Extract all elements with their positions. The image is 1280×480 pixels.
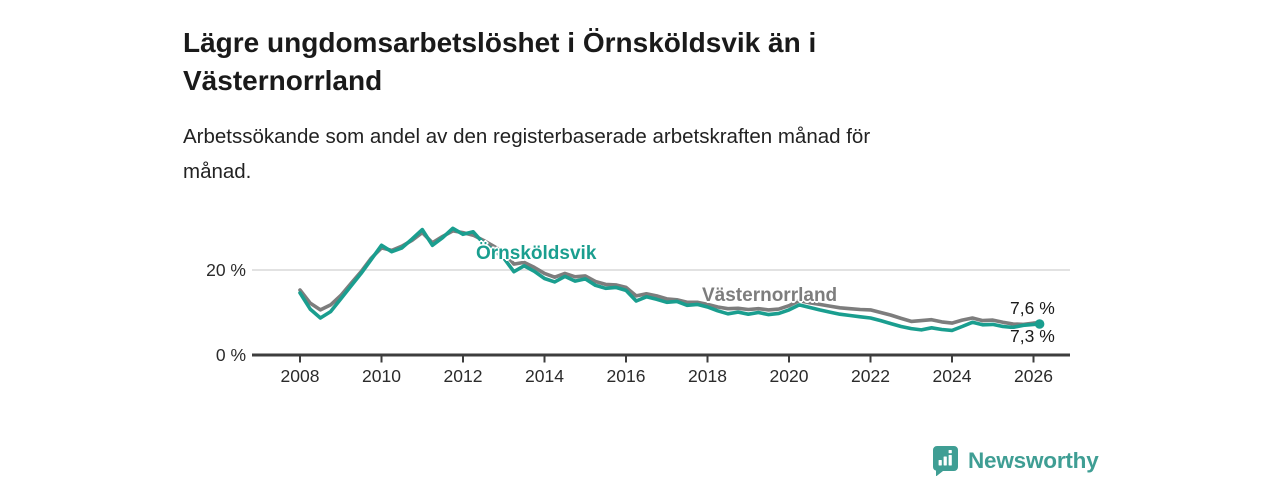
y-tick-label: 20 % — [206, 260, 246, 280]
x-tick-label: 2018 — [688, 366, 727, 386]
page-title: Lägre ungdomsarbetslöshet i Örnsköldsvik… — [183, 24, 983, 100]
x-tick-label: 2012 — [443, 366, 483, 386]
newsworthy-logo[interactable]: Newsworthy — [931, 445, 1099, 476]
x-tick-label: 2022 — [851, 366, 890, 386]
x-tick-label: 2014 — [525, 366, 564, 386]
chart-subtitle: Arbetssökande som andel av den registerb… — [183, 119, 1063, 189]
title-line-1: Lägre ungdomsarbetslöshet i Örnsköldsvik… — [183, 26, 817, 58]
series-label-vasternorrland: Västernorrland — [702, 285, 838, 306]
x-tick-label: 2020 — [769, 366, 809, 386]
y-tick-label: 0 % — [215, 345, 246, 365]
end-value-ornskoldsvik: 7,3 % — [1010, 326, 1055, 346]
newsworthy-logo-icon — [931, 445, 960, 476]
title-line-2: Västernorrland — [183, 64, 383, 96]
end-value-vasternorrland: 7,6 % — [1010, 298, 1055, 318]
x-tick-label: 2026 — [1014, 366, 1053, 386]
subtitle-line-2: månad. — [183, 160, 252, 183]
x-tick-label: 2016 — [606, 366, 646, 386]
newsworthy-logo-text: Newsworthy — [968, 447, 1099, 473]
x-tick-label: 2024 — [932, 366, 972, 386]
series-end-dot — [1034, 319, 1045, 329]
series-line-ornskoldsvik — [298, 226, 1042, 333]
x-tick-label: 2010 — [362, 366, 401, 386]
subtitle-line-1: Arbetssökande som andel av den registerb… — [183, 125, 871, 148]
x-tick-label: 2008 — [280, 366, 320, 386]
series-line-vasternorrland — [298, 229, 1042, 327]
series-label-ornskoldsvik: Örnsköldsvik — [476, 243, 597, 264]
